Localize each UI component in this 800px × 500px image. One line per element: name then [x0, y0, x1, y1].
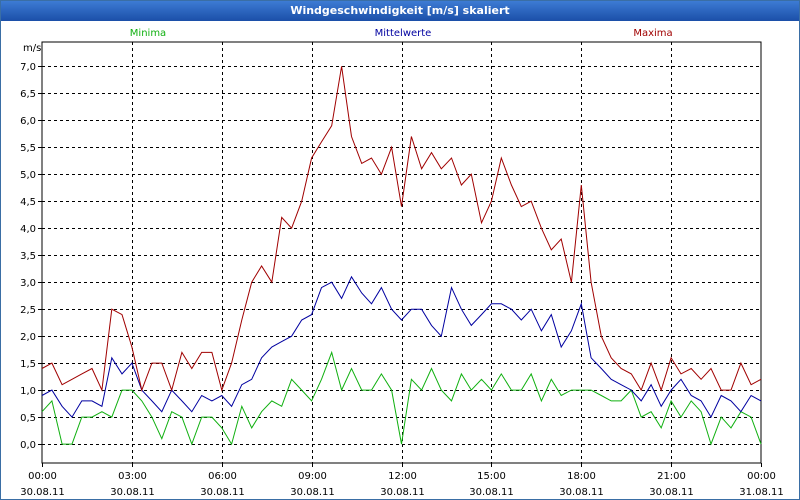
x-tick-date: 30.08.11: [110, 487, 155, 498]
y-tick-label: 3,0: [20, 278, 36, 289]
y-axis-label: m/s: [23, 43, 41, 54]
y-tick-label: 5,0: [20, 170, 36, 181]
x-tick-date: 30.08.11: [649, 487, 694, 498]
grid: [41, 41, 762, 464]
series-line-maxima: [41, 66, 762, 392]
wind-speed-chart: 0,0 0,5 1,0 1,5 2,0 2,5 3,0 3,5 4,0 4,5 5,0 5,5 6,0 6…: [20, 28, 784, 498]
x-tick-date: 30.08.11: [20, 487, 65, 498]
y-tick-label: 4,0: [20, 224, 36, 235]
y-tick-label: 6,0: [20, 116, 36, 127]
x-tick-time: 12:00: [388, 471, 417, 482]
x-tick-date: 30.08.11: [200, 487, 245, 498]
y-tick-label: 3,5: [20, 251, 36, 262]
x-tick-time: 00:00: [747, 471, 776, 482]
y-tick-label: 0,5: [20, 413, 36, 424]
y-tick-label: 1,5: [20, 359, 36, 370]
y-tick-label: 2,5: [20, 305, 36, 316]
x-tick-date: 31.08.11: [739, 487, 784, 498]
x-tick-time: 03:00: [118, 471, 147, 482]
y-tick-label: 4,5: [20, 197, 36, 208]
x-tick-time: 18:00: [567, 471, 596, 482]
x-tick-time: 21:00: [657, 471, 686, 482]
x-tick-time: 09:00: [298, 471, 327, 482]
x-axis: 00:00 30.08.11 03:00 30.08.11 06:00 30.08.11 0…: [20, 463, 784, 498]
x-tick-date: 30.08.11: [559, 487, 604, 498]
series-line-minima: [41, 350, 762, 446]
x-tick-date: 30.08.11: [380, 487, 425, 498]
y-tick-label: 5,5: [20, 143, 36, 154]
x-tick-time: 00:00: [28, 471, 57, 482]
y-tick-label: 7,0: [20, 62, 36, 73]
legend: Minima Mittelwerte Maxima: [130, 28, 673, 39]
series-line-mittelwerte: [41, 275, 762, 419]
y-tick-label: 1,0: [20, 386, 36, 397]
x-tick-time: 15:00: [477, 471, 506, 482]
window-title: Windgeschwindigkeit [m/s] skaliert: [1, 1, 799, 21]
x-tick-date: 30.08.11: [469, 487, 514, 498]
legend-maxima: Maxima: [633, 28, 672, 39]
legend-mittelwerte: Mittelwerte: [375, 28, 432, 39]
legend-minima: Minima: [130, 28, 166, 39]
plot-lines: [41, 66, 762, 446]
y-tick-label: 2,0: [20, 332, 36, 343]
y-axis: 0,0 0,5 1,0 1,5 2,0 2,5 3,0 3,5 4,0 4,5 5,0 5,5 6,0 6…: [20, 62, 42, 451]
x-tick-time: 06:00: [208, 471, 237, 482]
x-tick-date: 30.08.11: [290, 487, 335, 498]
y-tick-label: 6,5: [20, 89, 36, 100]
plot-frame: [41, 41, 762, 464]
y-tick-label: 0,0: [20, 440, 36, 451]
